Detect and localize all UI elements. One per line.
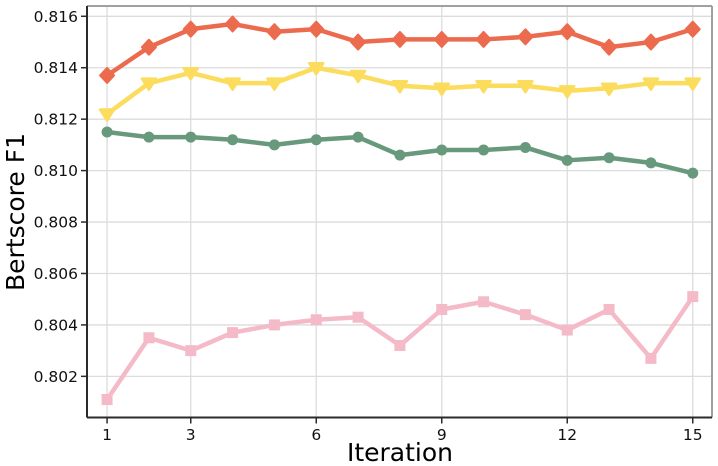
plot-series (98, 15, 702, 405)
x-tick-label: 3 (186, 426, 196, 444)
y-tick-label: 0.814 (34, 59, 78, 77)
y-axis-label: Bertscore F1 (1, 133, 30, 291)
y-tick-label: 0.816 (34, 8, 78, 26)
series-pink-square-line (101, 291, 699, 405)
series-green-circle-line (101, 126, 699, 179)
x-tick-label: 15 (683, 426, 703, 444)
y-tick-label: 0.804 (34, 316, 78, 334)
y-tick-label: 0.810 (34, 162, 78, 180)
x-tick-label: 1 (102, 426, 112, 444)
y-tick-label: 0.808 (34, 214, 78, 232)
y-tick-label: 0.802 (34, 368, 78, 386)
x-tick-label: 12 (557, 426, 577, 444)
tick-labels: 0.802 0.804 0.806 0.808 0.810 0.812 0.814 0.816… (34, 8, 703, 444)
x-tick-label: 9 (437, 426, 447, 444)
x-tick-label: 6 (311, 426, 321, 444)
tick-marks (81, 15, 694, 424)
y-tick-label: 0.806 (34, 265, 78, 283)
x-axis-label: Iteration (347, 438, 453, 466)
y-tick-label: 0.812 (34, 111, 78, 129)
gridlines (87, 6, 712, 418)
series-orange-diamond-line (99, 15, 701, 84)
series-yellow-triangle-line (98, 61, 702, 122)
